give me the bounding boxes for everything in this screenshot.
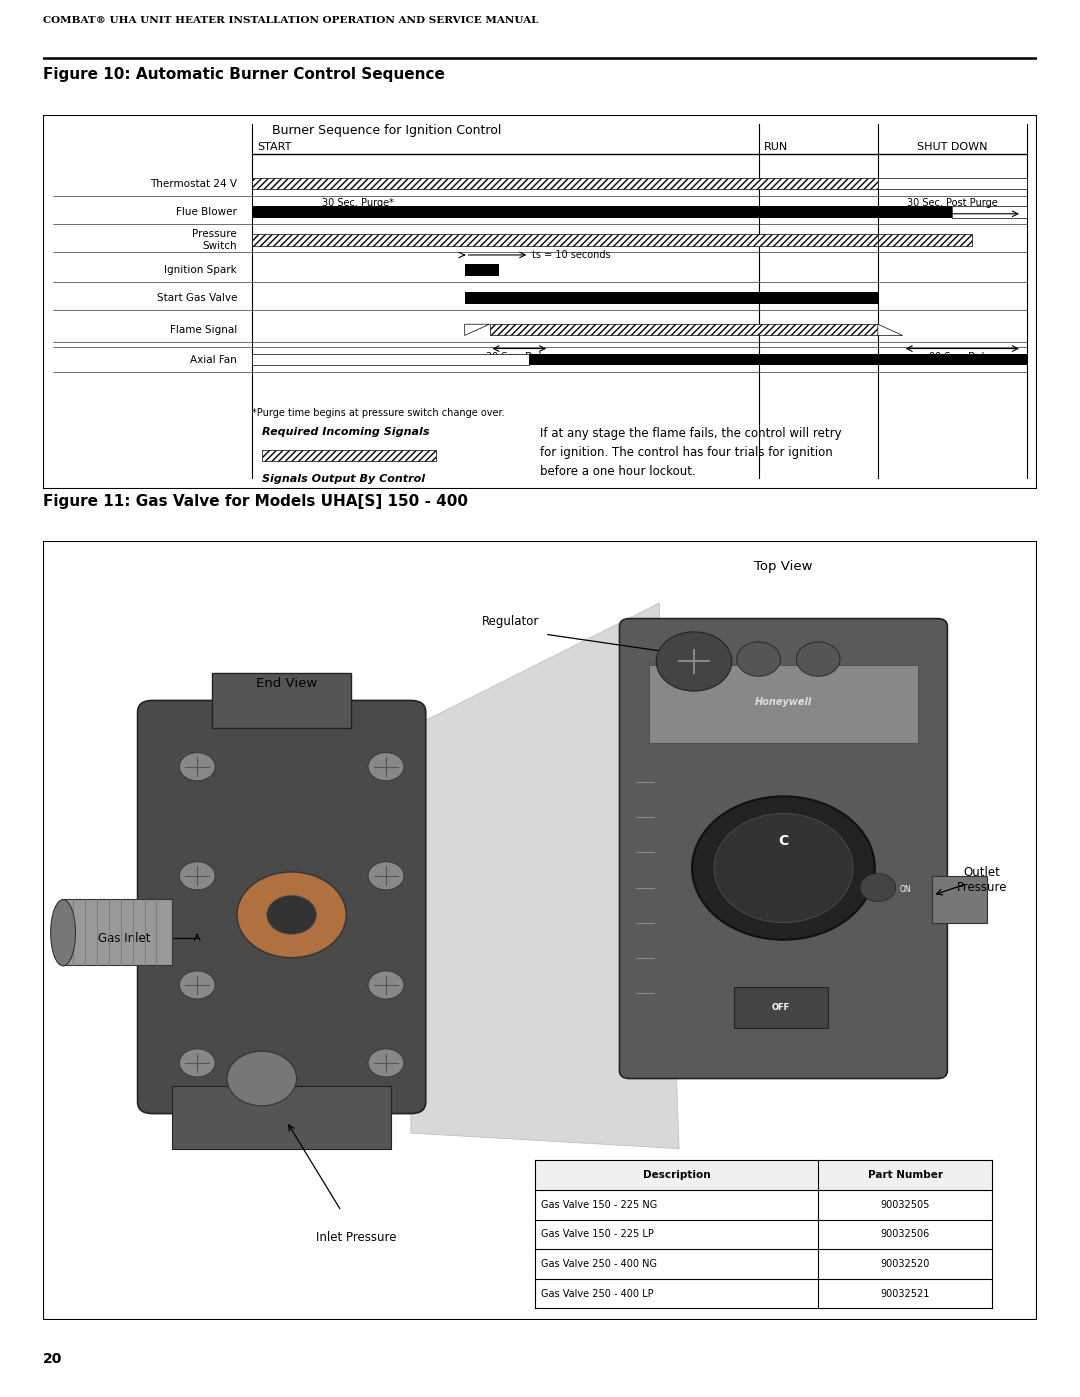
Circle shape <box>692 796 875 940</box>
FancyBboxPatch shape <box>137 700 426 1113</box>
Bar <box>252 355 529 366</box>
Text: Gas Inlet: Gas Inlet <box>98 932 150 944</box>
Bar <box>252 235 878 246</box>
Text: 90 Sec. Delay: 90 Sec. Delay <box>929 352 996 362</box>
Circle shape <box>179 862 215 890</box>
Circle shape <box>368 1049 404 1077</box>
Text: Part Number: Part Number <box>867 1171 943 1180</box>
Bar <box>529 355 1027 366</box>
Bar <box>173 1087 391 1148</box>
Circle shape <box>657 631 732 692</box>
Text: Gas Valve 250 - 400 NG: Gas Valve 250 - 400 NG <box>541 1259 657 1268</box>
Text: OFF: OFF <box>771 1003 789 1011</box>
Text: Gas Valve 250 - 400 LP: Gas Valve 250 - 400 LP <box>541 1288 653 1299</box>
Bar <box>252 207 953 218</box>
Circle shape <box>368 971 404 999</box>
Bar <box>252 179 878 190</box>
Text: Burner Sequence for Ignition Control: Burner Sequence for Ignition Control <box>272 124 501 137</box>
Text: *Purge time begins at pressure switch change over.: *Purge time begins at pressure switch ch… <box>252 408 504 419</box>
Text: Start Gas Valve: Start Gas Valve <box>157 293 237 303</box>
Text: ON: ON <box>900 884 912 894</box>
Text: 90032520: 90032520 <box>880 1259 930 1268</box>
Text: C: C <box>779 834 788 848</box>
Text: SHUT DOWN: SHUT DOWN <box>917 142 987 152</box>
Text: Honeywell: Honeywell <box>755 697 812 707</box>
Text: Description: Description <box>643 1171 711 1180</box>
Text: Thermostat 24 V: Thermostat 24 V <box>150 179 237 189</box>
Circle shape <box>267 895 316 935</box>
Text: Regulator: Regulator <box>482 615 539 627</box>
Bar <box>261 450 435 461</box>
Text: COMBAT® UHA UNIT HEATER INSTALLATION OPERATION AND SERVICE MANUAL: COMBAT® UHA UNIT HEATER INSTALLATION OPE… <box>43 17 539 25</box>
Text: Signals Output By Control: Signals Output By Control <box>261 474 424 483</box>
Bar <box>535 1161 993 1190</box>
Text: Figure 11: Gas Valve for Models UHA[S] 150 - 400: Figure 11: Gas Valve for Models UHA[S] 1… <box>43 495 469 509</box>
Text: Axial Fan: Axial Fan <box>190 355 237 365</box>
Bar <box>464 264 499 275</box>
Circle shape <box>237 872 347 958</box>
Bar <box>212 673 351 728</box>
Text: Required Incoming Signals: Required Incoming Signals <box>261 427 429 437</box>
Text: Inlet Pressure: Inlet Pressure <box>316 1231 396 1243</box>
Text: Pressure
Switch: Pressure Switch <box>192 229 237 251</box>
Text: 90032521: 90032521 <box>880 1288 930 1299</box>
Bar <box>649 665 918 743</box>
Text: End View: End View <box>256 678 318 690</box>
Polygon shape <box>878 324 903 335</box>
Text: Top View: Top View <box>754 560 812 573</box>
Text: 30 Sec. Post Purge: 30 Sec. Post Purge <box>907 198 998 208</box>
Bar <box>489 324 878 335</box>
Text: 90032505: 90032505 <box>880 1200 930 1210</box>
Bar <box>878 235 972 246</box>
Circle shape <box>860 873 895 901</box>
Text: RUN: RUN <box>764 142 787 152</box>
Circle shape <box>179 971 215 999</box>
FancyBboxPatch shape <box>620 619 947 1078</box>
Text: 30 Sec. Delay: 30 Sec. Delay <box>486 352 553 362</box>
Text: Flue Blower: Flue Blower <box>176 207 237 217</box>
Polygon shape <box>410 604 679 1148</box>
Ellipse shape <box>51 900 76 965</box>
Circle shape <box>179 753 215 781</box>
Text: Gas Valve 150 - 225 NG: Gas Valve 150 - 225 NG <box>541 1200 658 1210</box>
Text: Ignition Spark: Ignition Spark <box>164 265 237 275</box>
Text: Figure 10: Automatic Burner Control Sequence: Figure 10: Automatic Burner Control Sequ… <box>43 67 445 81</box>
Text: ts = 10 seconds: ts = 10 seconds <box>532 250 611 260</box>
Bar <box>464 292 878 303</box>
Bar <box>878 179 1027 190</box>
Text: START: START <box>257 142 292 152</box>
Text: 30 Sec. Purge*: 30 Sec. Purge* <box>322 198 394 208</box>
Circle shape <box>714 813 853 922</box>
Polygon shape <box>464 324 489 335</box>
Circle shape <box>227 1051 297 1106</box>
Text: Outlet
Pressure: Outlet Pressure <box>957 866 1008 894</box>
Text: 20: 20 <box>43 1352 63 1366</box>
Text: If at any stage the flame fails, the control will retry
for ignition. The contro: If at any stage the flame fails, the con… <box>540 427 841 478</box>
Circle shape <box>179 1049 215 1077</box>
Circle shape <box>796 643 840 676</box>
Circle shape <box>368 862 404 890</box>
Bar <box>953 207 1027 218</box>
Text: Gas Valve 150 - 225 LP: Gas Valve 150 - 225 LP <box>541 1229 653 1239</box>
Bar <box>261 496 435 506</box>
Bar <box>733 988 828 1028</box>
Text: 90032506: 90032506 <box>880 1229 930 1239</box>
Bar <box>63 900 173 965</box>
Text: Flame Signal: Flame Signal <box>170 326 237 335</box>
Circle shape <box>368 753 404 781</box>
Bar <box>932 876 987 922</box>
Circle shape <box>737 643 781 676</box>
